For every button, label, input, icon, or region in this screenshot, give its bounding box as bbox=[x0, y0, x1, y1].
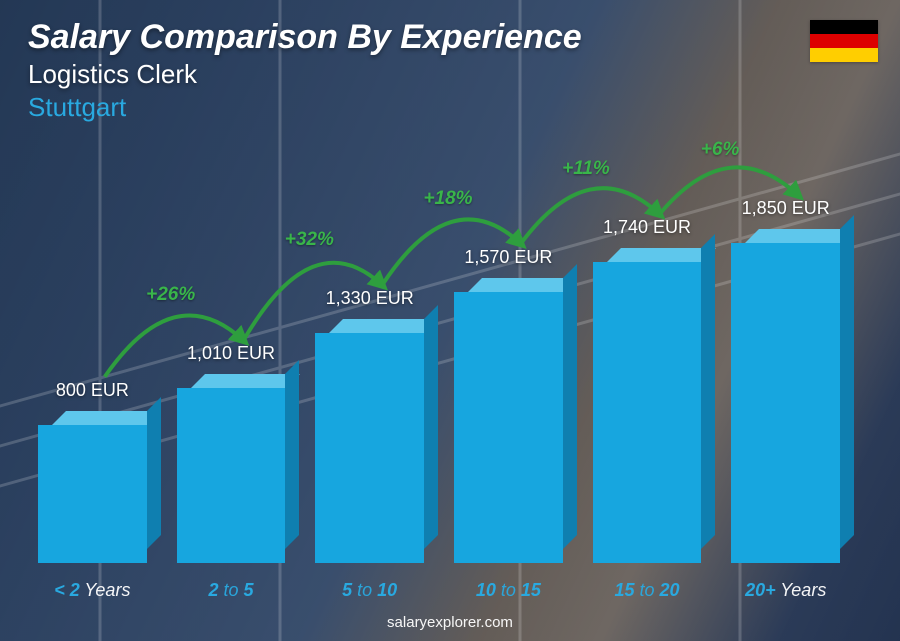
bar-side bbox=[701, 234, 715, 549]
flag-stripe-1 bbox=[810, 20, 878, 34]
growth-label: +6% bbox=[701, 139, 740, 161]
bar-slot: 800 EUR bbox=[38, 160, 147, 563]
growth-label: +26% bbox=[146, 284, 195, 306]
bar bbox=[315, 333, 424, 563]
bar-slot: 1,570 EUR bbox=[454, 160, 563, 563]
bar-front bbox=[315, 333, 424, 563]
bar-chart: 800 EUR 1,010 EUR 1,330 EUR 1,570 EUR 1,740 … bbox=[38, 160, 840, 563]
category-label: 5 to 10 bbox=[315, 580, 424, 601]
value-label: 1,330 EUR bbox=[304, 288, 434, 309]
bar-slot: 1,330 EUR bbox=[315, 160, 424, 563]
bar-top bbox=[52, 411, 161, 425]
bar bbox=[593, 262, 702, 563]
bar-slot: 1,010 EUR bbox=[177, 160, 286, 563]
bar-front bbox=[177, 388, 286, 563]
bar-front bbox=[593, 262, 702, 563]
bar-front bbox=[38, 425, 147, 563]
chart-city: Stuttgart bbox=[28, 92, 582, 123]
bar-top bbox=[468, 278, 577, 292]
bar-side bbox=[840, 215, 854, 549]
bar-side bbox=[563, 264, 577, 549]
category-label: 2 to 5 bbox=[177, 580, 286, 601]
flag-stripe-3 bbox=[810, 48, 878, 62]
category-label: < 2 Years bbox=[38, 580, 147, 601]
bar-top bbox=[607, 248, 716, 262]
category-label: 20+ Years bbox=[731, 580, 840, 601]
value-label: 1,010 EUR bbox=[166, 343, 296, 364]
bar-side bbox=[424, 305, 438, 549]
value-label: 800 EUR bbox=[27, 380, 157, 401]
bar-slot: 1,850 EUR bbox=[731, 160, 840, 563]
flag-stripe-2 bbox=[810, 34, 878, 48]
bar-top bbox=[191, 374, 300, 388]
value-label: 1,740 EUR bbox=[582, 217, 712, 238]
category-label: 10 to 15 bbox=[454, 580, 563, 601]
bar-front bbox=[454, 292, 563, 563]
value-label: 1,850 EUR bbox=[721, 198, 851, 219]
growth-label: +11% bbox=[562, 158, 610, 180]
bar-top bbox=[745, 229, 854, 243]
bar bbox=[177, 388, 286, 563]
footer-attribution: salaryexplorer.com bbox=[0, 614, 900, 631]
bar-top bbox=[329, 319, 438, 333]
header: Salary Comparison By Experience Logistic… bbox=[28, 18, 582, 123]
value-label: 1,570 EUR bbox=[443, 247, 573, 268]
bar bbox=[731, 243, 840, 563]
chart-title: Salary Comparison By Experience bbox=[28, 18, 582, 57]
category-label: 15 to 20 bbox=[593, 580, 702, 601]
bar-front bbox=[731, 243, 840, 563]
bar bbox=[454, 292, 563, 563]
flag-germany bbox=[810, 20, 878, 62]
category-labels: < 2 Years 2 to 5 5 to 10 10 to 15 15 to 20 20… bbox=[38, 580, 840, 601]
bar-side bbox=[147, 397, 161, 549]
growth-label: +32% bbox=[285, 229, 334, 251]
bar-side bbox=[285, 360, 299, 549]
growth-label: +18% bbox=[423, 188, 472, 210]
bar bbox=[38, 425, 147, 563]
chart-subtitle: Logistics Clerk bbox=[28, 59, 582, 90]
bar-slot: 1,740 EUR bbox=[593, 160, 702, 563]
